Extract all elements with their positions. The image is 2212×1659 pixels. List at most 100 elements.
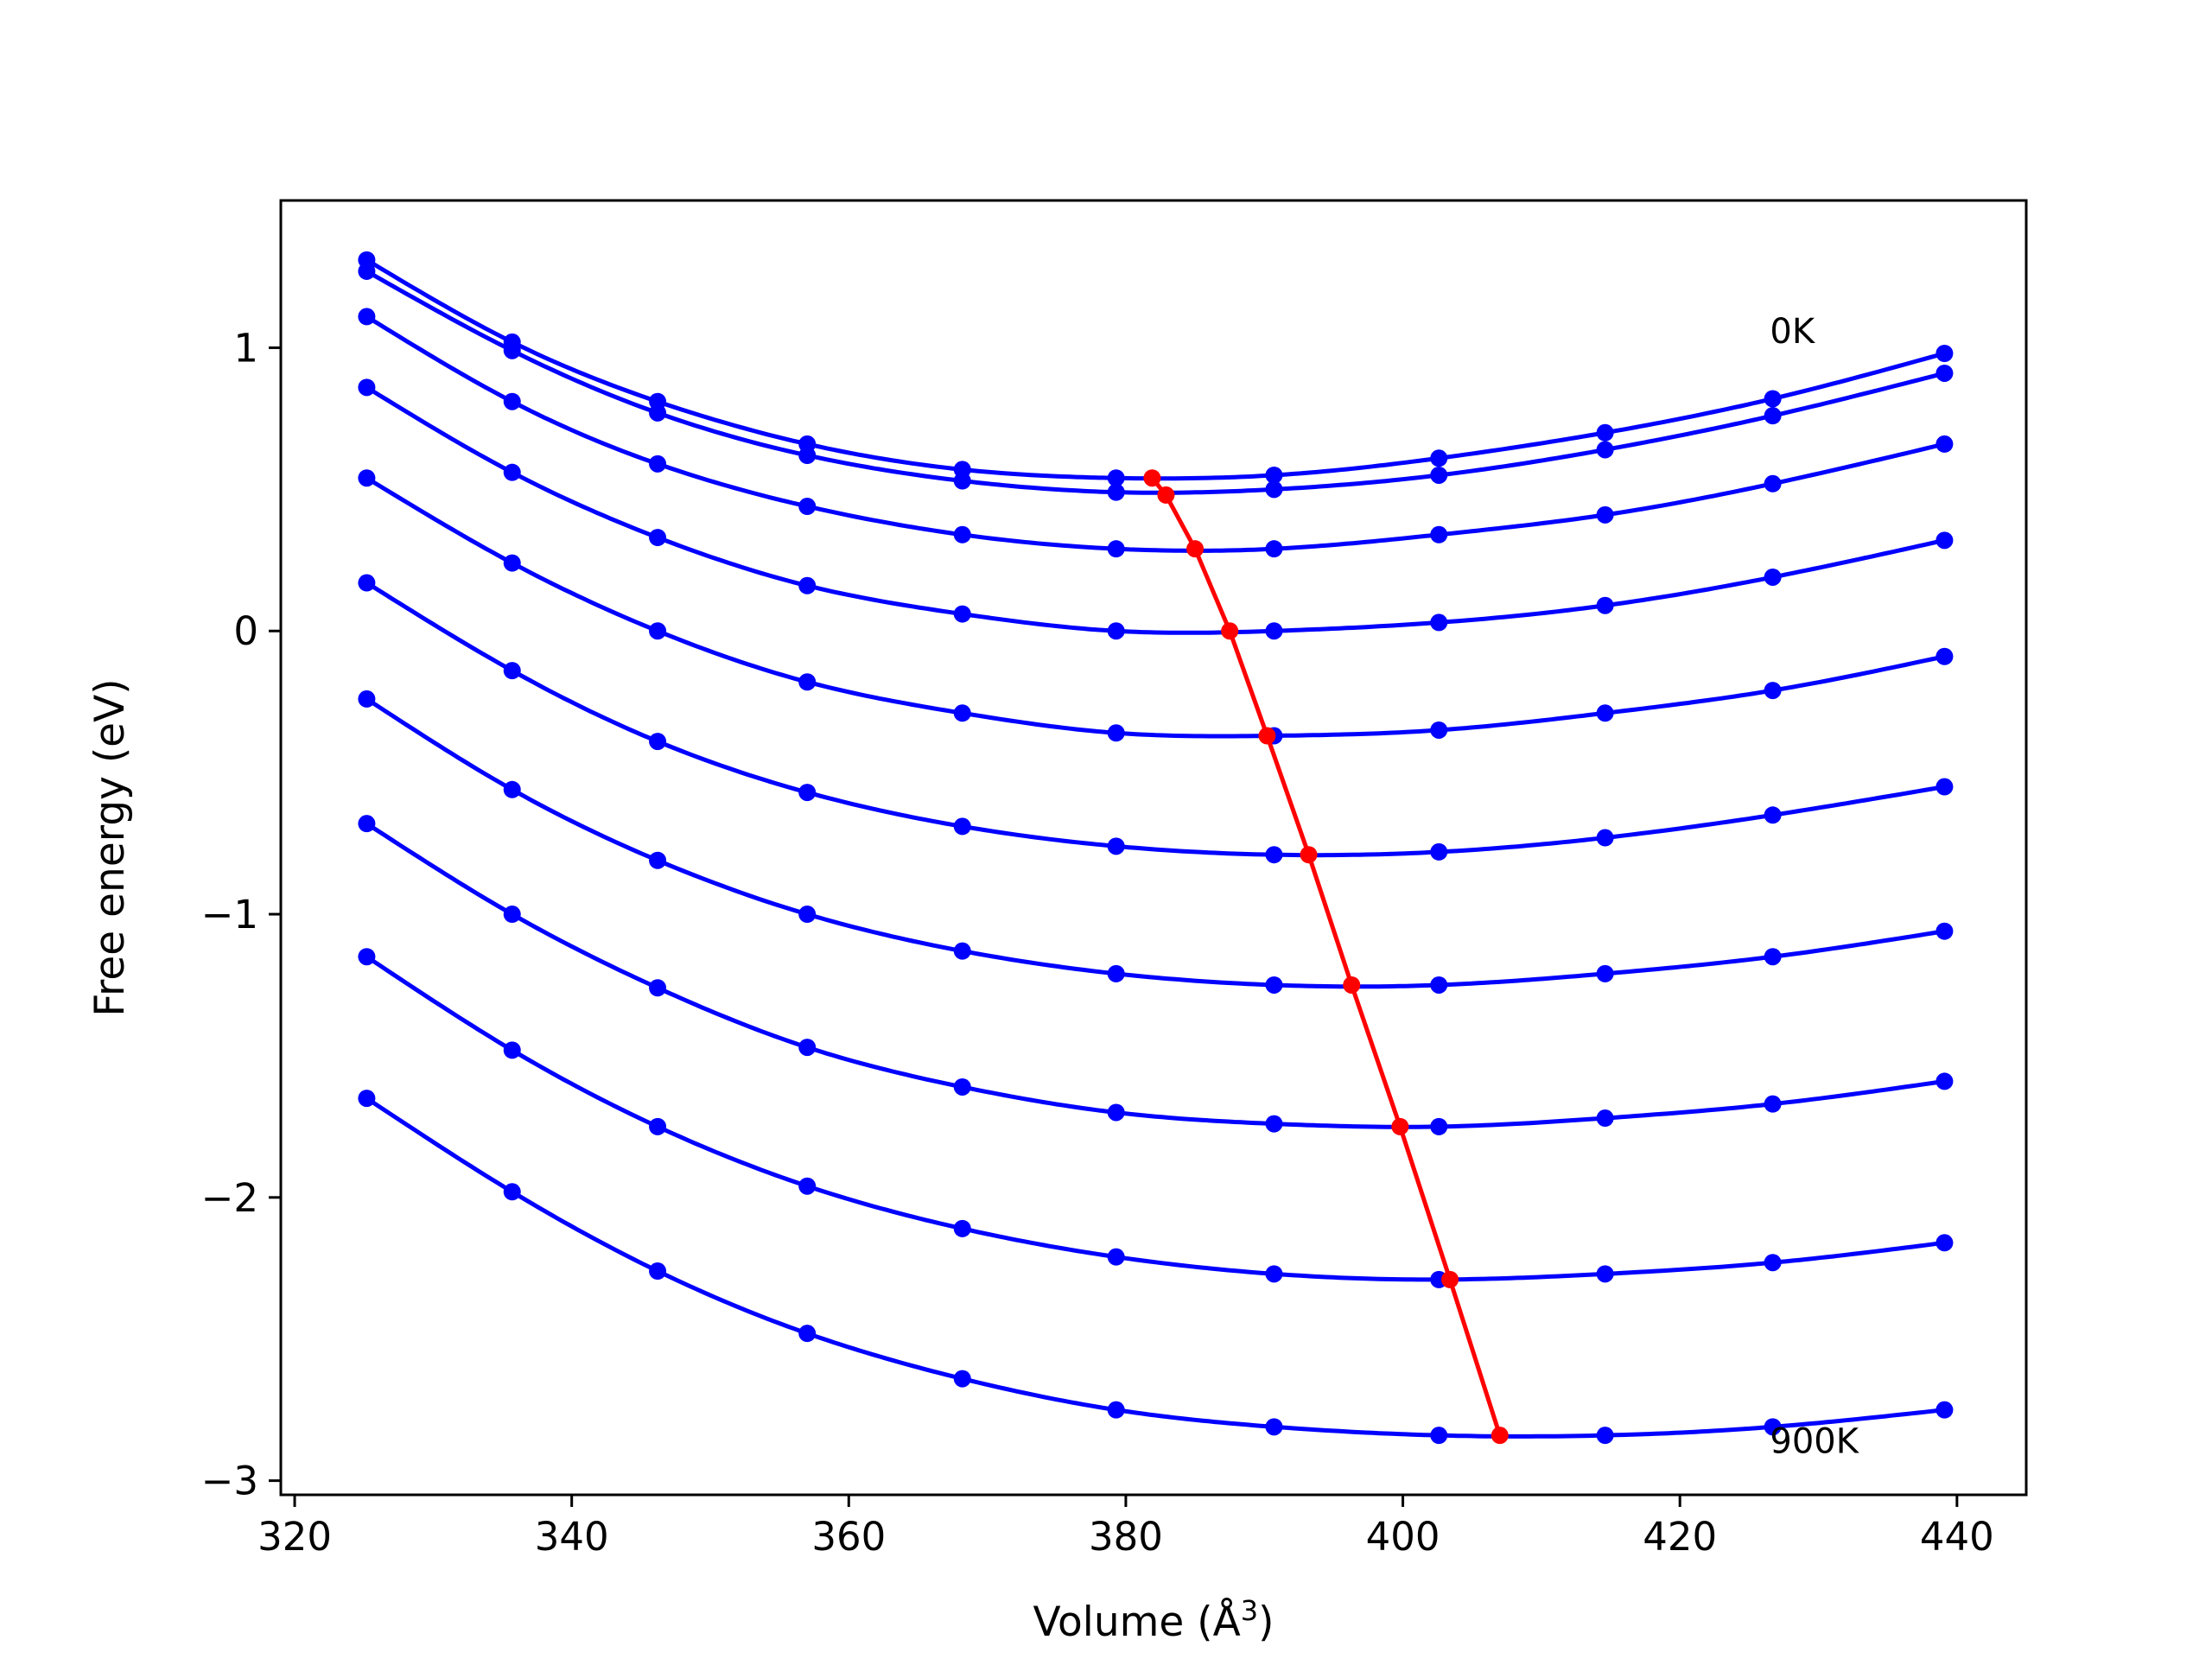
minimum-point-1 <box>1157 486 1175 504</box>
series-curve-5 <box>365 581 1945 858</box>
x-tick-label-5: 420 <box>1643 1514 1717 1560</box>
data-point-1-3 <box>798 447 817 465</box>
data-point-3-10 <box>1936 531 1954 550</box>
data-point-1-5 <box>1107 483 1125 501</box>
data-point-0-7 <box>1430 449 1448 467</box>
data-point-9-7 <box>1430 1427 1448 1445</box>
data-point-6-5 <box>1107 964 1125 982</box>
data-point-8-9 <box>1764 1254 1782 1272</box>
data-point-8-6 <box>1265 1265 1283 1283</box>
data-point-4-4 <box>953 704 971 722</box>
data-point-6-10 <box>1936 922 1954 940</box>
x-tick-label-3: 380 <box>1089 1514 1163 1560</box>
data-point-2-6 <box>1265 540 1283 558</box>
data-point-2-3 <box>798 498 817 516</box>
data-point-7-1 <box>503 906 521 924</box>
data-point-6-9 <box>1764 948 1782 966</box>
data-point-6-8 <box>1596 964 1614 982</box>
annotation-900k: 900K <box>1770 1422 1859 1462</box>
data-point-3-4 <box>953 605 971 623</box>
data-point-4-8 <box>1596 704 1614 722</box>
data-point-6-7 <box>1430 976 1448 994</box>
data-point-4-3 <box>798 673 817 691</box>
x-tick-label-2: 360 <box>811 1514 886 1560</box>
data-point-5-5 <box>1107 837 1125 855</box>
series-curve-3 <box>365 385 1945 635</box>
data-point-8-1 <box>503 1041 521 1059</box>
minimum-point-5 <box>1300 846 1318 864</box>
data-point-2-8 <box>1596 505 1614 524</box>
data-point-8-0 <box>358 948 376 966</box>
y-tick-label-2: −1 <box>201 892 258 938</box>
data-point-7-4 <box>953 1077 971 1096</box>
y-tick-label-3: −2 <box>201 1175 258 1221</box>
y-tick-label-1: 0 <box>233 608 258 654</box>
data-point-3-0 <box>358 378 376 397</box>
series-curve-7 <box>365 822 1945 1129</box>
data-point-6-1 <box>503 780 521 798</box>
data-point-5-7 <box>1430 842 1448 861</box>
y-tick-label-4: −3 <box>201 1459 258 1504</box>
plot-frame <box>279 199 2028 1497</box>
data-point-2-1 <box>503 392 521 410</box>
minimum-point-6 <box>1343 976 1361 994</box>
data-point-2-4 <box>953 525 971 543</box>
x-tick-label-6: 440 <box>1920 1514 1994 1560</box>
series-curve-6 <box>365 696 1945 989</box>
data-point-2-5 <box>1107 540 1125 558</box>
minimum-point-3 <box>1221 622 1239 640</box>
data-point-1-9 <box>1764 407 1782 425</box>
minimum-point-0 <box>1143 469 1161 487</box>
x-axis-label-main: Volume (Å <box>1033 1599 1241 1646</box>
data-point-9-8 <box>1596 1427 1614 1445</box>
data-point-1-1 <box>503 341 521 359</box>
data-point-4-10 <box>1936 647 1954 665</box>
data-point-5-9 <box>1764 806 1782 824</box>
data-point-6-6 <box>1265 976 1283 994</box>
data-point-5-3 <box>798 784 817 802</box>
data-point-9-1 <box>503 1183 521 1201</box>
y-axis-label: Free energy (eV) <box>86 678 134 1016</box>
x-tick-label-0: 320 <box>257 1514 332 1560</box>
data-point-5-2 <box>649 733 667 751</box>
minimum-path-layer <box>1143 469 1509 1445</box>
data-point-7-7 <box>1430 1117 1448 1135</box>
data-point-1-2 <box>649 404 667 422</box>
data-point-5-10 <box>1936 778 1954 796</box>
data-point-5-4 <box>953 817 971 836</box>
data-point-3-9 <box>1764 568 1782 586</box>
annotation-0k: 0K <box>1770 312 1815 352</box>
minimum-point-9 <box>1491 1427 1509 1445</box>
data-point-7-3 <box>798 1039 817 1057</box>
data-point-1-0 <box>358 262 376 280</box>
data-point-6-0 <box>358 690 376 708</box>
data-point-8-2 <box>649 1117 667 1135</box>
data-point-2-2 <box>649 454 667 473</box>
curves-layer <box>365 257 1946 1439</box>
data-point-3-5 <box>1107 622 1125 640</box>
data-point-1-8 <box>1596 441 1614 459</box>
data-point-0-5 <box>1107 469 1125 487</box>
data-point-7-9 <box>1764 1095 1782 1113</box>
series-curve-9 <box>365 1096 1945 1439</box>
x-tick-label-4: 400 <box>1366 1514 1440 1560</box>
points-layer <box>358 251 1954 1445</box>
data-point-4-0 <box>358 469 376 487</box>
series-curve-2 <box>365 315 1945 553</box>
data-point-4-9 <box>1764 682 1782 700</box>
x-axis-label: Volume (Å3) <box>1033 1594 1274 1646</box>
data-point-6-3 <box>798 906 817 924</box>
data-point-3-3 <box>798 576 817 594</box>
data-point-8-10 <box>1936 1234 1954 1252</box>
y-tick-label-0: 1 <box>233 325 258 371</box>
data-point-1-6 <box>1265 480 1283 499</box>
data-point-1-10 <box>1936 364 1954 382</box>
minimum-path-line <box>1150 476 1503 1436</box>
data-point-3-6 <box>1265 622 1283 640</box>
data-point-7-8 <box>1596 1109 1614 1128</box>
minimum-point-8 <box>1441 1270 1459 1288</box>
data-point-3-8 <box>1596 596 1614 614</box>
x-axis-label-close: ) <box>1258 1599 1274 1646</box>
data-point-8-8 <box>1596 1265 1614 1283</box>
